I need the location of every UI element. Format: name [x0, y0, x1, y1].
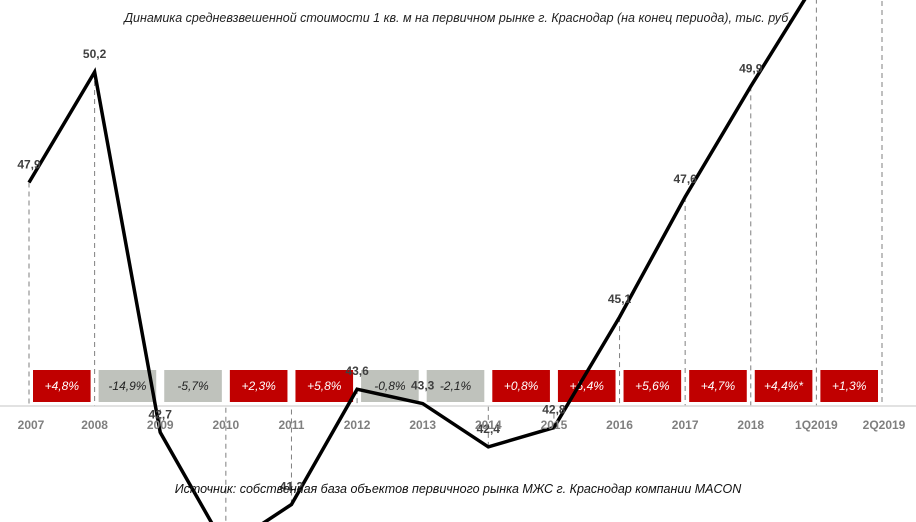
value-label: 42,4 [477, 422, 501, 436]
x-tick-label: 2009 [147, 418, 174, 432]
value-label: 42,8 [542, 403, 566, 417]
change-label: -14,9% [108, 379, 146, 393]
change-box [33, 370, 91, 402]
change-label: +5,6% [635, 379, 670, 393]
change-box [820, 370, 878, 402]
change-label: -5,7% [177, 379, 209, 393]
change-box [98, 370, 157, 402]
x-tick-label: 2012 [344, 418, 371, 432]
change-label: +4,8% [45, 379, 80, 393]
change-label: +1,3% [832, 379, 867, 393]
change-box [754, 370, 813, 402]
x-tick-label: 2013 [409, 418, 436, 432]
change-box [164, 370, 222, 402]
value-label: 49,9 [739, 61, 763, 75]
x-tick-label: 2016 [606, 418, 633, 432]
x-tick-label: 2Q2019 [863, 418, 906, 432]
source-note: Источник: собственная база объектов перв… [174, 482, 742, 496]
x-tick-labels: 2007 2008 2009 2010 2011 2012 2013 2014 2015 2016… [18, 418, 906, 432]
x-tick-label: 2010 [212, 418, 239, 432]
change-boxes: +4,8% -14,9% -5,7% +2,3% +5,8% -0,8% -2,1% +0,8… [33, 370, 878, 402]
x-tick-label: 2018 [737, 418, 764, 432]
change-label: -0,8% [374, 379, 406, 393]
guide-lines [28, 0, 883, 522]
change-label: +2,3% [241, 379, 276, 393]
change-label: +4,7% [701, 379, 736, 393]
change-box [492, 370, 550, 402]
x-tick-label: 2017 [672, 418, 699, 432]
change-label: +5,8% [307, 379, 342, 393]
change-label: +0,8% [504, 379, 539, 393]
value-label: 41,2 [280, 480, 304, 494]
x-tick-label: 1Q2019 [795, 418, 838, 432]
x-tick-label: 2008 [81, 418, 108, 432]
value-label: 45,1 [608, 292, 632, 306]
series-line [27, 0, 807, 522]
change-box [689, 370, 747, 402]
value-label: 42,7 [149, 407, 173, 421]
value-label: 47,6 [673, 172, 697, 186]
change-box [426, 370, 485, 402]
x-tick-label: 2007 [18, 418, 45, 432]
value-labels: 47,950,242,740,341,243,643,342,442,845,1… [17, 47, 763, 494]
change-label: -2,1% [440, 379, 472, 393]
x-tick-label: 2015 [541, 418, 568, 432]
x-tick-label: 2014 [475, 418, 502, 432]
change-label: +4,4%* [764, 379, 803, 393]
value-label: 47,9 [17, 158, 41, 172]
x-tick-label: 2011 [278, 418, 304, 432]
value-label: 43,3 [411, 379, 435, 393]
change-box [229, 370, 288, 402]
value-label: 50,2 [83, 47, 107, 61]
series-line-path [27, 0, 807, 522]
value-label: 43,6 [345, 364, 369, 378]
chart-title: Динамика средневзвешенной стоимости 1 кв… [124, 11, 792, 25]
change-box [295, 370, 354, 402]
change-box [623, 370, 682, 402]
